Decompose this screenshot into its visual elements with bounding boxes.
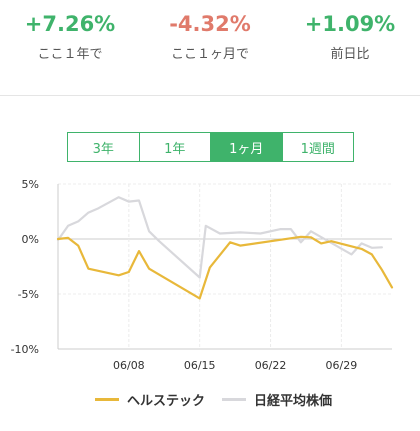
- stat-1-month: -4.32% ここ１ヶ月で: [140, 10, 280, 66]
- stat-1-month-value: -4.32%: [169, 12, 251, 36]
- legend-swatch-series-2: [222, 398, 246, 401]
- x-tick-label: 06/22: [255, 359, 287, 372]
- tab-1-year[interactable]: 1年: [140, 133, 211, 161]
- stat-day-change-label: 前日比: [330, 47, 370, 62]
- series-line-1: [56, 235, 394, 300]
- series-line-2: [56, 196, 383, 279]
- tab-1-week[interactable]: 1週間: [300, 141, 335, 157]
- chart-legend: ヘルステック 日経平均株価: [0, 390, 420, 410]
- stat-1-month-label: ここ１ヶ月で: [170, 47, 249, 62]
- y-tick-label: 0%: [22, 233, 39, 246]
- stat-1-year-value: +7.26%: [24, 12, 116, 36]
- stats-summary: +7.26% ここ１年で -4.32% ここ１ヶ月で +1.09% 前日比: [0, 0, 420, 95]
- stat-day-change: +1.09% 前日比: [280, 10, 420, 66]
- x-tick-label: 06/29: [326, 359, 358, 372]
- legend-item-series-1: ヘルステック: [95, 390, 205, 409]
- y-tick-label: -10%: [11, 343, 39, 356]
- legend-label-series-2: 日経平均株価: [254, 394, 333, 409]
- stat-1-year-label: ここ１年で: [37, 47, 103, 62]
- legend-item-series-2: 日経平均株価: [222, 390, 332, 409]
- y-tick-label: 5%: [22, 178, 39, 191]
- y-tick-label: -5%: [18, 288, 39, 301]
- tab-3-years[interactable]: 3年: [68, 133, 140, 161]
- period-tabs: 3年 1年 1ヶ月 1週間: [67, 132, 354, 162]
- stat-day-change-value: +1.09%: [304, 12, 396, 36]
- tab-1-month[interactable]: 1ヶ月: [211, 133, 283, 161]
- section-divider: [0, 95, 420, 96]
- legend-swatch-series-1: [95, 398, 119, 401]
- legend-label-series-1: ヘルステック: [127, 394, 206, 409]
- stat-1-year: +7.26% ここ１年で: [0, 10, 140, 66]
- performance-chart: 5% 0% -5% -10% 06/08 06/15 06/22 06/29: [11, 178, 394, 372]
- x-tick-label: 06/15: [184, 359, 216, 372]
- x-tick-label: 06/08: [113, 359, 145, 372]
